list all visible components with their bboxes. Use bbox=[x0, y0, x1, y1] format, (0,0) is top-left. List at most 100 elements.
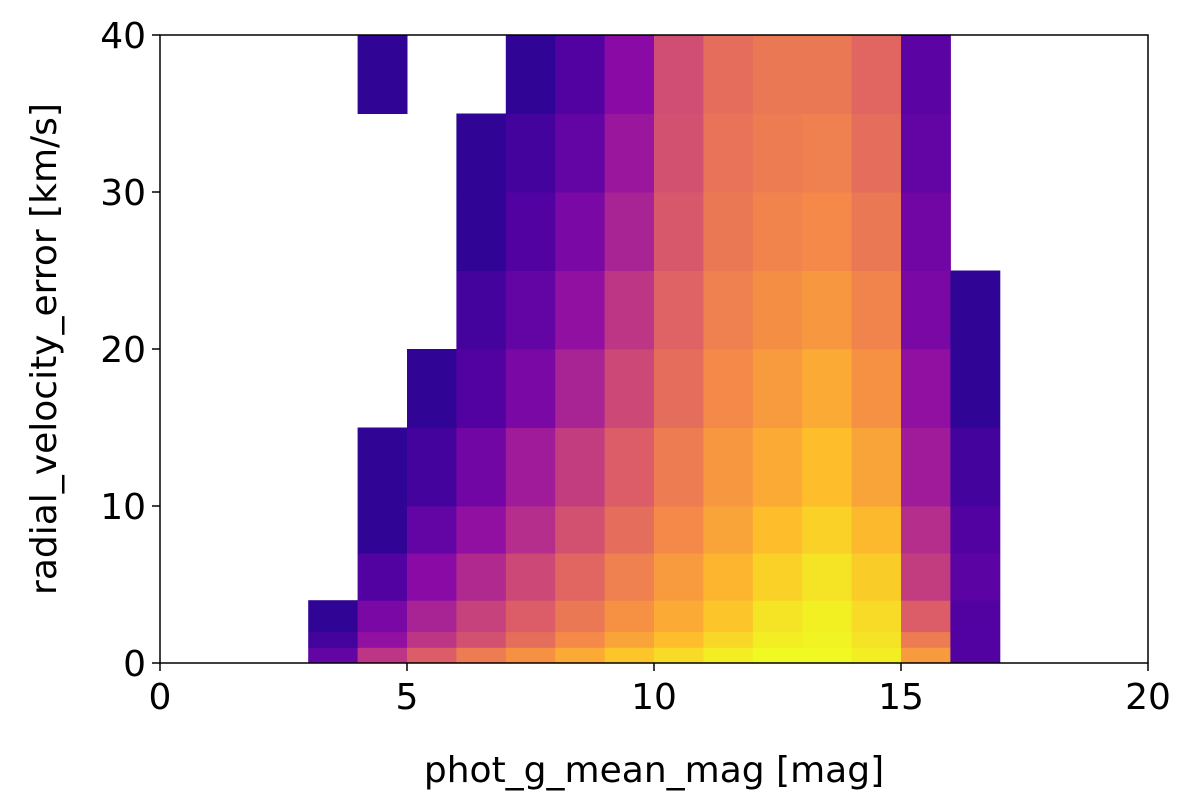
hist-cell bbox=[752, 600, 803, 633]
hist-cell bbox=[357, 647, 408, 664]
hist-cell bbox=[555, 192, 606, 271]
hist-cell bbox=[851, 600, 902, 633]
hist-cell bbox=[357, 506, 408, 554]
hist-cell bbox=[555, 553, 606, 601]
hist-cell bbox=[555, 35, 606, 114]
hist-cell bbox=[308, 631, 359, 648]
hist-cell bbox=[901, 647, 951, 664]
y-tick-label: 0 bbox=[123, 644, 146, 685]
hist-cell bbox=[703, 506, 754, 554]
x-tick-label: 5 bbox=[396, 677, 419, 718]
hist-cell bbox=[456, 349, 507, 428]
hist-cell bbox=[950, 427, 1001, 507]
hist-cell bbox=[703, 270, 754, 350]
hist-cell bbox=[654, 506, 704, 554]
hist-cell bbox=[456, 600, 507, 633]
y-tick-label: 30 bbox=[100, 173, 146, 214]
hist-cell bbox=[703, 35, 754, 114]
hist-cell bbox=[654, 192, 704, 271]
hist-cell bbox=[851, 35, 902, 114]
hist-cell bbox=[555, 427, 606, 507]
hist-cell bbox=[752, 349, 803, 428]
x-tick-label: 20 bbox=[1125, 677, 1171, 718]
hist-cell bbox=[604, 270, 655, 350]
hist-cell bbox=[654, 35, 704, 114]
hist-cell bbox=[505, 427, 556, 507]
hist-cell bbox=[654, 113, 704, 193]
hist-cell bbox=[407, 35, 457, 114]
hist-cell bbox=[703, 600, 754, 633]
hist-cell bbox=[901, 427, 951, 507]
hist-cell bbox=[703, 553, 754, 601]
hist-cell bbox=[407, 600, 457, 633]
hist-cell bbox=[901, 113, 951, 193]
hist-cell bbox=[604, 349, 655, 428]
hist-cell bbox=[604, 600, 655, 633]
hist-cell bbox=[654, 270, 704, 350]
hist-cell bbox=[456, 192, 507, 271]
hist-cell bbox=[308, 553, 358, 601]
hist-cell bbox=[851, 631, 902, 648]
hist-cell bbox=[851, 113, 902, 193]
hist-cell bbox=[555, 631, 606, 648]
hist-cell bbox=[703, 647, 754, 664]
hist-cell bbox=[752, 553, 803, 601]
hist-cell bbox=[505, 553, 556, 601]
hist-cell bbox=[901, 35, 951, 114]
hist-cell bbox=[950, 35, 1000, 114]
hist-cell bbox=[555, 647, 606, 664]
heatmap bbox=[308, 35, 1001, 664]
hist-cell bbox=[505, 113, 556, 193]
hist-cell bbox=[901, 553, 951, 601]
hist-cell bbox=[456, 506, 507, 554]
y-axis-label: radial_velocity_error [km/s] bbox=[24, 103, 65, 595]
hist-cell bbox=[407, 114, 457, 193]
hist-cell bbox=[950, 600, 1001, 633]
hist-cell bbox=[555, 349, 606, 428]
y-tick-label: 40 bbox=[100, 16, 146, 57]
hist-cell bbox=[604, 506, 655, 554]
hist-cell bbox=[505, 631, 556, 648]
hist-cell bbox=[358, 271, 408, 350]
hist-cell bbox=[802, 631, 853, 648]
hist-cell bbox=[407, 192, 457, 271]
hist-cell bbox=[407, 553, 457, 601]
x-tick-label: 0 bbox=[149, 677, 172, 718]
hist-cell bbox=[358, 192, 408, 271]
hist-cell bbox=[555, 270, 606, 350]
hist-cell bbox=[752, 631, 803, 648]
y-tick-label: 10 bbox=[100, 487, 146, 528]
hist-cell bbox=[308, 35, 358, 114]
hist-cell bbox=[703, 113, 754, 193]
hist-cell bbox=[654, 553, 704, 601]
hist-cell bbox=[357, 600, 408, 633]
hist-cell bbox=[308, 192, 358, 271]
hist-cell bbox=[703, 192, 754, 271]
hist-cell bbox=[851, 427, 902, 507]
hist-cell bbox=[555, 113, 606, 193]
hist-cell bbox=[456, 631, 507, 648]
hist-cell bbox=[802, 553, 853, 601]
hist-cell bbox=[308, 600, 359, 633]
hist-cell bbox=[357, 427, 408, 507]
hist-cell bbox=[654, 631, 704, 648]
hist-cell bbox=[950, 192, 1000, 271]
hist-cell bbox=[604, 192, 655, 271]
hist-cell bbox=[505, 506, 556, 554]
hist-cell bbox=[851, 349, 902, 428]
hist-cell bbox=[901, 506, 951, 554]
hist-cell bbox=[851, 553, 902, 601]
hist-cell bbox=[407, 427, 457, 507]
hist-cell bbox=[654, 600, 704, 633]
hist-cell bbox=[604, 647, 655, 664]
hist-cell bbox=[407, 631, 457, 648]
hist-cell bbox=[802, 647, 853, 664]
hist-cell bbox=[950, 553, 1001, 601]
hist-cell bbox=[308, 114, 358, 193]
hist-cell bbox=[703, 631, 754, 648]
x-axis-label: phot_g_mean_mag [mag] bbox=[424, 750, 884, 791]
hist-cell bbox=[505, 349, 556, 428]
hist-cell bbox=[752, 35, 803, 114]
hist-cell bbox=[505, 647, 556, 664]
hist-cell bbox=[456, 270, 507, 350]
